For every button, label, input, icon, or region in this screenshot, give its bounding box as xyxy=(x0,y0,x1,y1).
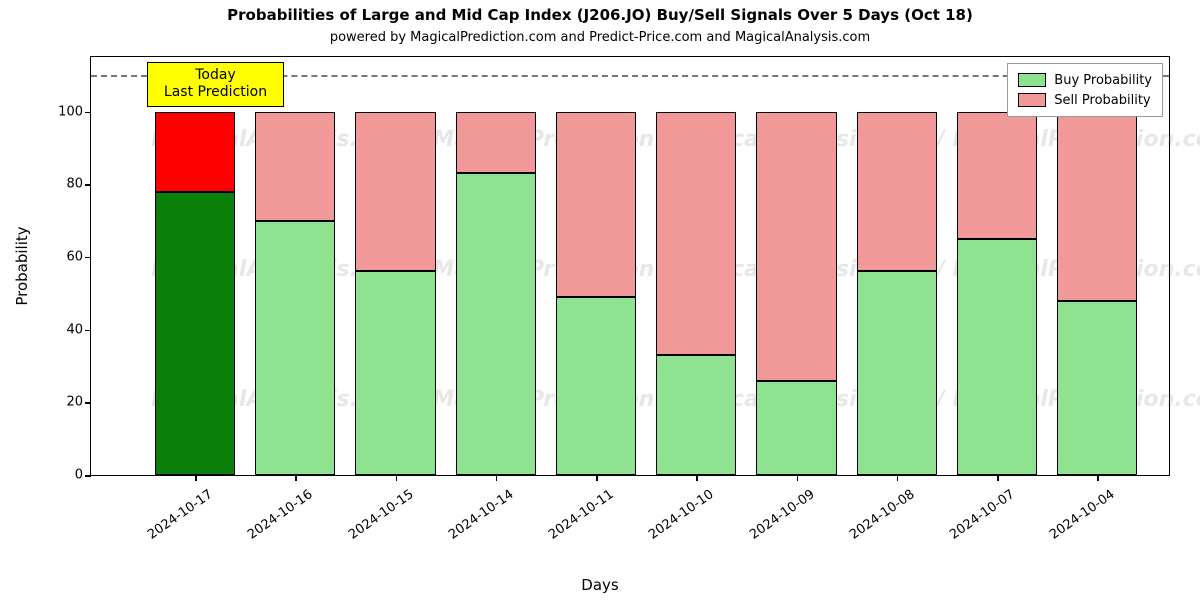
x-tick-label: 2024-10-16 xyxy=(234,487,316,551)
chart-title: Probabilities of Large and Mid Cap Index… xyxy=(0,6,1200,24)
bar-sell xyxy=(556,112,636,297)
bar-buy xyxy=(155,192,235,476)
y-tick-label: 40 xyxy=(41,322,91,337)
bar-buy xyxy=(857,271,937,475)
bar-slot xyxy=(957,57,1037,475)
x-tick-mark xyxy=(496,475,498,481)
today-annotation: Today Last Prediction xyxy=(147,62,284,107)
y-tick-mark xyxy=(85,112,91,114)
y-tick-mark xyxy=(85,184,91,186)
x-tick-label: 2024-10-11 xyxy=(534,487,616,551)
bar-buy xyxy=(656,355,736,475)
x-tick-mark xyxy=(1097,475,1099,481)
annotation-line-2: Last Prediction xyxy=(164,84,267,102)
x-tick-mark xyxy=(997,475,999,481)
y-tick-mark xyxy=(85,475,91,477)
bar-slot xyxy=(656,57,736,475)
bar-buy xyxy=(556,297,636,475)
bar-slot xyxy=(155,57,235,475)
bar-sell xyxy=(656,112,736,356)
bar-sell xyxy=(857,112,937,272)
legend-item-buy: Buy Probability xyxy=(1018,70,1152,90)
x-tick-label: 2024-10-10 xyxy=(635,487,717,551)
bar-sell xyxy=(456,112,536,174)
bar-slot xyxy=(355,57,435,475)
bars-container xyxy=(91,57,1169,475)
bar-slot xyxy=(756,57,836,475)
x-tick-mark xyxy=(195,475,197,481)
y-axis-label: Probability xyxy=(13,226,31,305)
legend-item-sell: Sell Probability xyxy=(1018,90,1152,110)
x-tick-label: 2024-10-17 xyxy=(133,487,215,551)
y-tick-label: 20 xyxy=(41,395,91,410)
bar-buy xyxy=(756,381,836,476)
x-axis-label: Days xyxy=(581,576,618,594)
bar-slot xyxy=(456,57,536,475)
bar-buy xyxy=(355,271,435,475)
legend-swatch-sell xyxy=(1018,93,1046,107)
x-tick-label: 2024-10-14 xyxy=(434,487,516,551)
y-tick-label: 80 xyxy=(41,177,91,192)
bar-sell xyxy=(756,112,836,381)
chart-subtitle: powered by MagicalPrediction.com and Pre… xyxy=(0,30,1200,45)
bar-slot xyxy=(255,57,335,475)
legend-swatch-buy xyxy=(1018,73,1046,87)
bar-slot xyxy=(857,57,937,475)
annotation-line-1: Today xyxy=(164,67,267,85)
y-tick-label: 100 xyxy=(41,104,91,119)
y-tick-mark xyxy=(85,402,91,404)
bar-sell xyxy=(957,112,1037,239)
bar-sell xyxy=(155,112,235,192)
legend-label-sell: Sell Probability xyxy=(1054,93,1150,108)
bar-sell xyxy=(355,112,435,272)
figure: Probabilities of Large and Mid Cap Index… xyxy=(0,0,1200,600)
x-tick-label: 2024-10-15 xyxy=(334,487,416,551)
y-tick-label: 0 xyxy=(41,468,91,483)
bar-sell xyxy=(1057,112,1137,301)
x-tick-mark xyxy=(396,475,398,481)
x-tick-mark xyxy=(696,475,698,481)
x-tick-mark xyxy=(797,475,799,481)
bar-buy xyxy=(1057,301,1137,475)
bar-buy xyxy=(255,221,335,475)
bar-buy xyxy=(957,239,1037,475)
x-tick-label: 2024-10-07 xyxy=(935,487,1017,551)
plot-area: MagicalAnalysis.com / MagicalPrediction.… xyxy=(90,56,1170,476)
legend: Buy Probability Sell Probability xyxy=(1007,63,1163,117)
legend-label-buy: Buy Probability xyxy=(1054,73,1152,88)
x-tick-mark xyxy=(897,475,899,481)
bar-buy xyxy=(456,173,536,475)
y-tick-mark xyxy=(85,257,91,259)
x-tick-label: 2024-10-08 xyxy=(835,487,917,551)
bar-slot xyxy=(1057,57,1137,475)
x-tick-label: 2024-10-04 xyxy=(1036,487,1118,551)
x-tick-label: 2024-10-09 xyxy=(735,487,817,551)
y-tick-label: 60 xyxy=(41,249,91,264)
bar-slot xyxy=(556,57,636,475)
x-tick-mark xyxy=(295,475,297,481)
bar-sell xyxy=(255,112,335,221)
y-tick-mark xyxy=(85,330,91,332)
x-tick-mark xyxy=(596,475,598,481)
